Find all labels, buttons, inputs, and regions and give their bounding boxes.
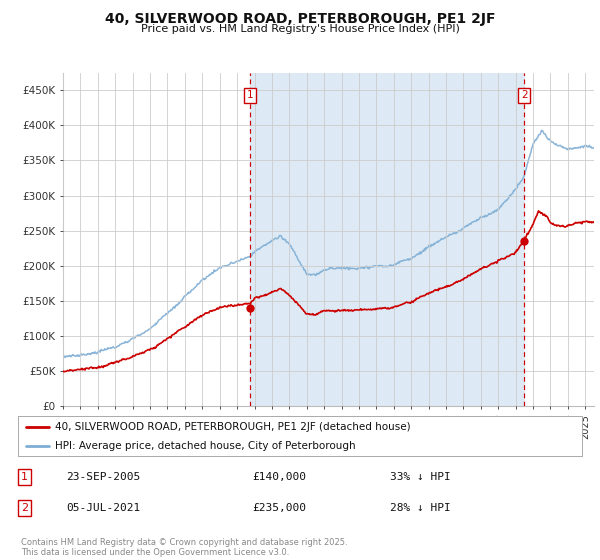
- Text: 40, SILVERWOOD ROAD, PETERBOROUGH, PE1 2JF: 40, SILVERWOOD ROAD, PETERBOROUGH, PE1 2…: [105, 12, 495, 26]
- Text: Price paid vs. HM Land Registry's House Price Index (HPI): Price paid vs. HM Land Registry's House …: [140, 24, 460, 34]
- Text: 2: 2: [521, 90, 527, 100]
- Text: 23-SEP-2005: 23-SEP-2005: [66, 472, 140, 482]
- Text: HPI: Average price, detached house, City of Peterborough: HPI: Average price, detached house, City…: [55, 441, 355, 451]
- Text: 1: 1: [247, 90, 253, 100]
- Text: £235,000: £235,000: [252, 503, 306, 513]
- Text: £140,000: £140,000: [252, 472, 306, 482]
- Text: Contains HM Land Registry data © Crown copyright and database right 2025.
This d: Contains HM Land Registry data © Crown c…: [21, 538, 347, 557]
- Bar: [250, 73, 524, 406]
- Text: 28% ↓ HPI: 28% ↓ HPI: [390, 503, 451, 513]
- Text: 2: 2: [21, 503, 28, 513]
- Text: 40, SILVERWOOD ROAD, PETERBOROUGH, PE1 2JF (detached house): 40, SILVERWOOD ROAD, PETERBOROUGH, PE1 2…: [55, 422, 410, 432]
- Text: 05-JUL-2021: 05-JUL-2021: [66, 503, 140, 513]
- Text: 33% ↓ HPI: 33% ↓ HPI: [390, 472, 451, 482]
- Text: 1: 1: [21, 472, 28, 482]
